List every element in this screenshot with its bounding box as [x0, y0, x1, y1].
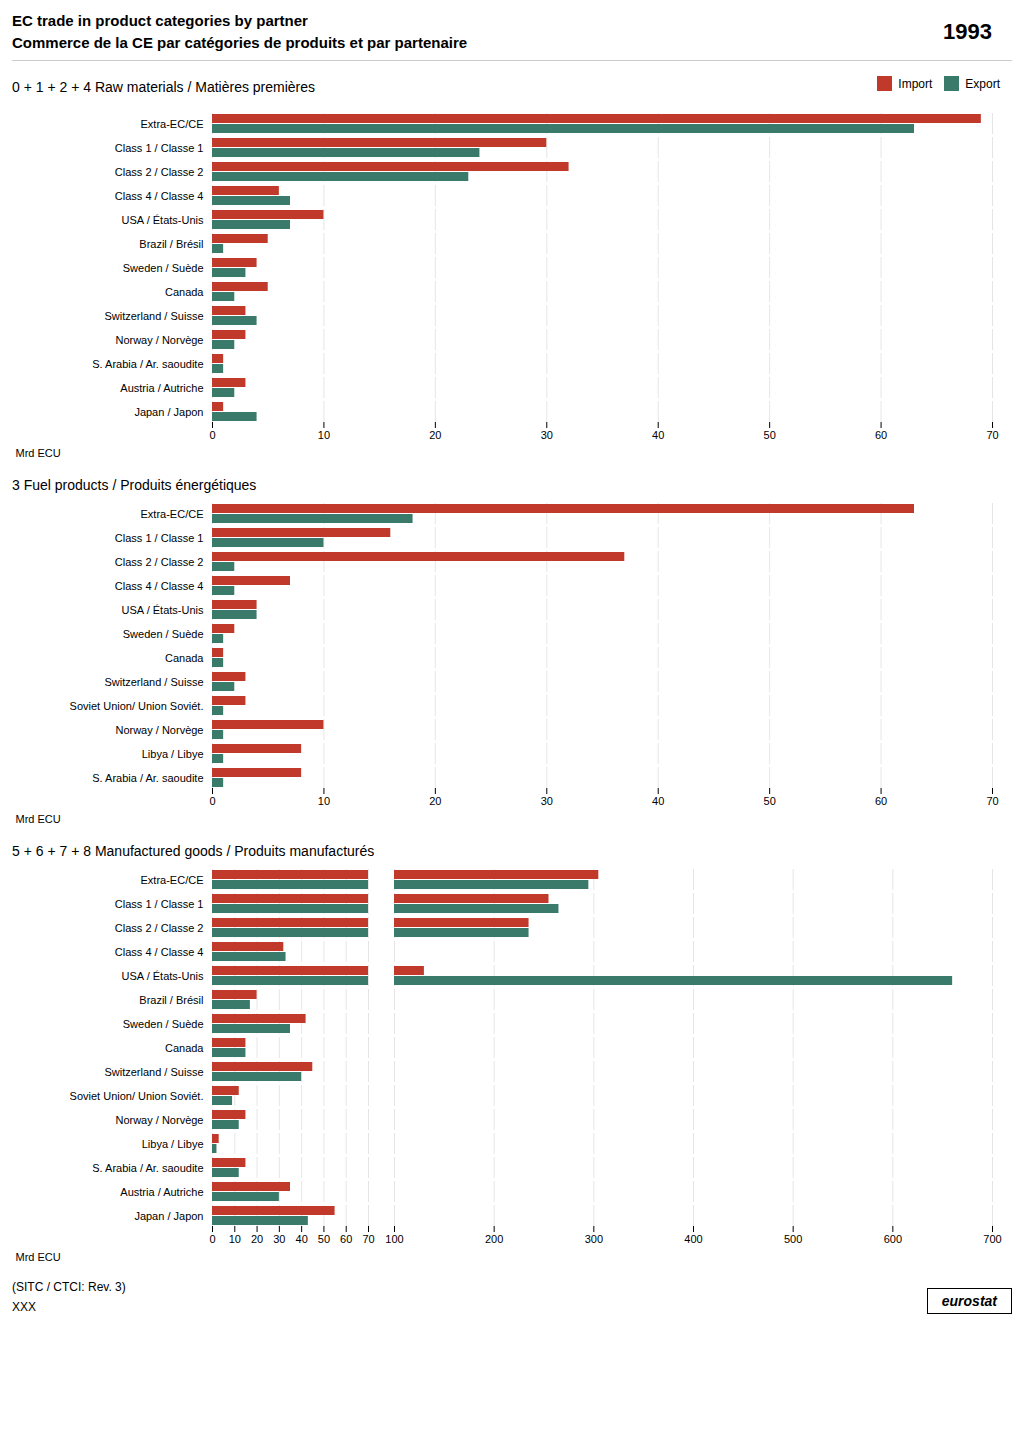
svg-text:Class 2 / Classe 2: Class 2 / Classe 2 [115, 556, 204, 568]
svg-text:10: 10 [318, 429, 330, 441]
svg-text:10: 10 [318, 795, 330, 807]
html-text:(SITC / CTCI: Rev. 3): (SITC / CTCI: Rev. 3) [12, 1280, 126, 1294]
svg-text:Austria / Autriche: Austria / Autriche [120, 382, 203, 394]
svg-text:USA / États-Unis: USA / États-Unis [122, 604, 204, 616]
svg-text:S. Arabia / Ar. saoudite: S. Arabia / Ar. saoudite [92, 772, 203, 784]
svg-text:Norway / Norvège: Norway / Norvège [115, 334, 203, 346]
svg-text:Extra-EC/CE: Extra-EC/CE [141, 508, 204, 520]
svg-text:Mrd ECU: Mrd ECU [16, 813, 61, 825]
svg-text:70: 70 [362, 1233, 374, 1245]
html-text:Import: Import [898, 76, 933, 91]
html-text:0 + 1 + 2 + 4 Raw materials /: 0 + 1 + 2 + 4 Raw materials / Matières p… [12, 78, 316, 95]
svg-text:700: 700 [983, 1233, 1001, 1245]
svg-text:200: 200 [485, 1233, 503, 1245]
svg-text:20: 20 [429, 795, 441, 807]
svg-text:40: 40 [652, 795, 664, 807]
html-text:5 + 6 + 7 + 8 Manufactured goo: 5 + 6 + 7 + 8 Manufactured goods / Produ… [12, 843, 375, 859]
svg-text:0: 0 [209, 1233, 215, 1245]
svg-text:40: 40 [652, 429, 664, 441]
html-text:EC trade in product categories: EC trade in product categories by partne… [12, 12, 308, 29]
svg-text:500: 500 [784, 1233, 802, 1245]
svg-text:Switzerland / Suisse: Switzerland / Suisse [104, 676, 203, 688]
svg-text:Mrd ECU: Mrd ECU [16, 447, 61, 459]
svg-text:10: 10 [229, 1233, 241, 1245]
svg-text:30: 30 [541, 429, 553, 441]
html-text:eurostat: eurostat [941, 1293, 997, 1309]
svg-text:Soviet Union/ Union Soviét.: Soviet Union/ Union Soviét. [70, 700, 204, 712]
svg-text:300: 300 [585, 1233, 603, 1245]
svg-text:60: 60 [875, 429, 887, 441]
svg-text:400: 400 [684, 1233, 702, 1245]
svg-text:Canada: Canada [165, 286, 204, 298]
svg-text:0: 0 [209, 795, 215, 807]
svg-text:100: 100 [385, 1233, 403, 1245]
svg-text:Norway / Norvège: Norway / Norvège [115, 1114, 203, 1126]
html-text:3 Fuel products / Produits éne: 3 Fuel products / Produits énergétiques [12, 477, 257, 493]
html-text:1993: 1993 [943, 19, 992, 44]
svg-text:50: 50 [764, 429, 776, 441]
svg-text:Switzerland / Suisse: Switzerland / Suisse [104, 310, 203, 322]
svg-text:Canada: Canada [165, 652, 204, 664]
svg-text:Brazil / Brésil: Brazil / Brésil [139, 238, 203, 250]
svg-text:Extra-EC/CE: Extra-EC/CE [141, 874, 204, 886]
svg-text:Sweden / Suède: Sweden / Suède [123, 1018, 204, 1030]
svg-text:Class 1 / Classe 1: Class 1 / Classe 1 [115, 142, 204, 154]
svg-text:S. Arabia / Ar. saoudite: S. Arabia / Ar. saoudite [92, 358, 203, 370]
svg-text:Libya / Libye: Libya / Libye [142, 748, 204, 760]
svg-text:Soviet Union/ Union Soviét.: Soviet Union/ Union Soviét. [70, 1090, 204, 1102]
svg-text:Austria / Autriche: Austria / Autriche [120, 1186, 203, 1198]
svg-text:Switzerland / Suisse: Switzerland / Suisse [104, 1066, 203, 1078]
svg-text:60: 60 [340, 1233, 352, 1245]
svg-text:20: 20 [251, 1233, 263, 1245]
html-text:Export: Export [965, 76, 1000, 91]
svg-text:Mrd ECU: Mrd ECU [16, 1251, 61, 1263]
svg-text:Class 2 / Classe 2: Class 2 / Classe 2 [115, 166, 204, 178]
svg-text:USA / États-Unis: USA / États-Unis [122, 214, 204, 226]
svg-text:50: 50 [764, 795, 776, 807]
svg-text:Class 1 / Classe 1: Class 1 / Classe 1 [115, 898, 204, 910]
svg-text:30: 30 [273, 1233, 285, 1245]
svg-text:50: 50 [318, 1233, 330, 1245]
svg-text:Japan / Japon: Japan / Japon [134, 406, 203, 418]
svg-text:70: 70 [986, 429, 998, 441]
svg-text:USA / États-Unis: USA / États-Unis [122, 970, 204, 982]
svg-text:Libya / Libye: Libya / Libye [142, 1138, 204, 1150]
svg-text:60: 60 [875, 795, 887, 807]
svg-text:Sweden / Suède: Sweden / Suède [123, 628, 204, 640]
svg-text:40: 40 [296, 1233, 308, 1245]
svg-text:Class 4 / Classe 4: Class 4 / Classe 4 [115, 190, 204, 202]
svg-text:30: 30 [541, 795, 553, 807]
svg-text:70: 70 [986, 795, 998, 807]
svg-text:Canada: Canada [165, 1042, 204, 1054]
svg-text:600: 600 [884, 1233, 902, 1245]
svg-text:0: 0 [209, 429, 215, 441]
svg-text:Japan / Japon: Japan / Japon [134, 1210, 203, 1222]
svg-text:Sweden / Suède: Sweden / Suède [123, 262, 204, 274]
svg-text:Class 2 / Classe 2: Class 2 / Classe 2 [115, 922, 204, 934]
html-text:XXX: XXX [12, 1300, 36, 1314]
svg-text:Class 1 / Classe 1: Class 1 / Classe 1 [115, 532, 204, 544]
svg-text:Class 4 / Classe 4: Class 4 / Classe 4 [115, 580, 204, 592]
svg-text:Extra-EC/CE: Extra-EC/CE [141, 118, 204, 130]
svg-text:S. Arabia / Ar. saoudite: S. Arabia / Ar. saoudite [92, 1162, 203, 1174]
svg-text:Norway / Norvège: Norway / Norvège [115, 724, 203, 736]
svg-text:Class 4 / Classe 4: Class 4 / Classe 4 [115, 946, 204, 958]
svg-text:20: 20 [429, 429, 441, 441]
svg-text:Brazil / Brésil: Brazil / Brésil [139, 994, 203, 1006]
html-text:Commerce de la CE par catégori: Commerce de la CE par catégories de prod… [12, 34, 468, 51]
